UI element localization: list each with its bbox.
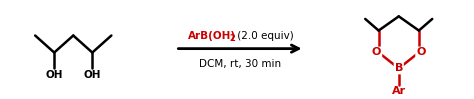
Text: DCM, rt, 30 min: DCM, rt, 30 min [199,59,281,69]
Text: O: O [416,48,426,58]
Text: OH: OH [83,70,101,80]
Text: B: B [394,63,403,73]
Text: ArB(OH): ArB(OH) [188,31,237,41]
Text: OH: OH [46,70,63,80]
Text: (2.0 equiv): (2.0 equiv) [234,31,294,41]
Text: O: O [372,48,381,58]
Text: Ar: Ar [392,86,406,96]
Text: 2: 2 [229,34,235,43]
